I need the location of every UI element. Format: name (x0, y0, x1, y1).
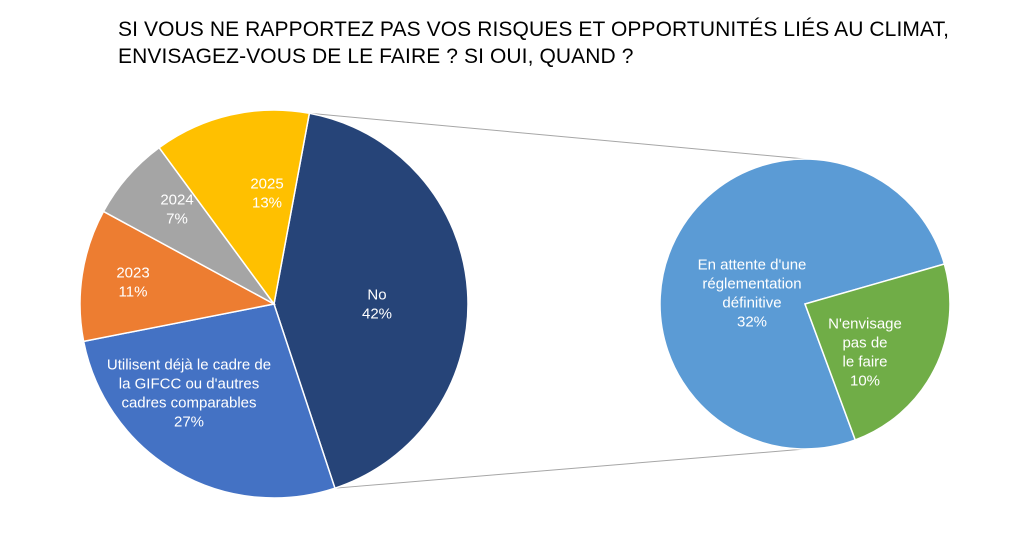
label-n-envisage: N'envisage pas de le faire 10% (828, 316, 902, 390)
main-slice-2023 (79, 210, 277, 343)
slice-labels: No 42% Utilisent déjà le cadre de la GIFCC … (107, 176, 902, 431)
label-en-attente-d-une: En attente d'une réglementation définitive… (698, 257, 807, 331)
main-slice-2025 (158, 109, 311, 306)
main-pie (79, 109, 469, 499)
chart-title: SI VOUS NE RAPPORTEZ PAS VOS RISQUES ET … (118, 18, 950, 68)
secondary-pie (659, 158, 951, 450)
label-no: No 42% (362, 287, 392, 323)
connector-lines (309, 112, 806, 489)
label-utilisent-deja-le-cadre-de: Utilisent déjà le cadre de la GIFCC ou d'… (107, 357, 271, 431)
secondary-slice-en-attente-d-une (659, 158, 946, 450)
main-slice-utilisent-deja-le-cadre-de (82, 303, 336, 499)
connector-line-bottom (334, 448, 806, 489)
label-2023: 2023 11% (116, 265, 149, 301)
label-2025: 2025 13% (250, 176, 283, 212)
label-2024: 2024 7% (160, 192, 193, 228)
secondary-slice-n-envisage (804, 263, 951, 441)
connector-line-top (309, 112, 806, 160)
main-slice-no (273, 112, 469, 490)
